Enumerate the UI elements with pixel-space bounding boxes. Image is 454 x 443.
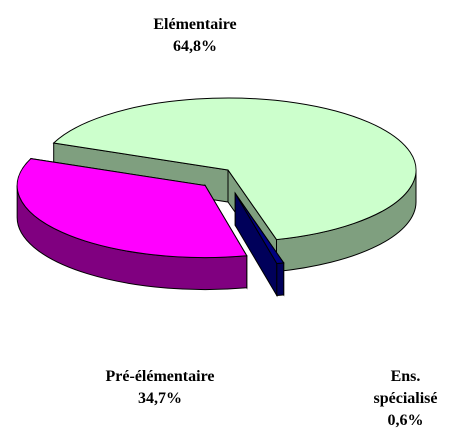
value-label: 64,8% [173, 38, 217, 55]
slice-wall [276, 262, 285, 297]
slice-label: Ens. spécialisé 0,6% [358, 366, 453, 432]
slice-label: Pré-élémentaire 34,7% [105, 366, 215, 410]
value-label: 0,6% [387, 412, 424, 429]
value-label: 34,7% [138, 390, 182, 407]
slice-top [52, 97, 417, 241]
category-label: Elémentaire [153, 16, 237, 33]
slice-top [16, 158, 248, 259]
slice-label: Elémentaire 64,8% [130, 14, 260, 58]
category-label: Ens. spécialisé [373, 368, 438, 407]
category-label: Pré-élémentaire [105, 368, 215, 385]
slice-top [234, 193, 285, 265]
